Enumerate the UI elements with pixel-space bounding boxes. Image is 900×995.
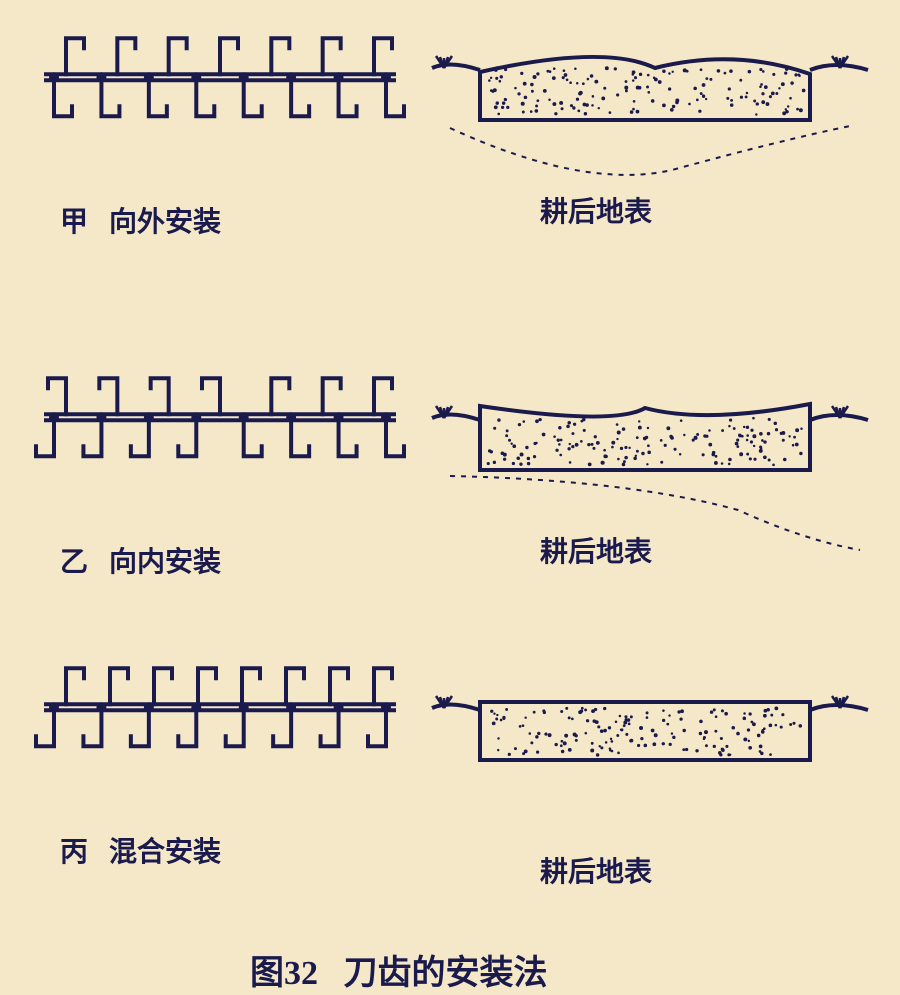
soil-label-yi: 耕后地表: [540, 530, 652, 570]
figure-number: 图32: [250, 955, 318, 992]
label-text: 向外安装: [109, 207, 221, 238]
blade-assembly-jia: [30, 10, 410, 170]
soil-label-jia: 耕后地表: [540, 190, 652, 230]
soil-profile-bing: [430, 660, 870, 860]
blade-label-yi: 乙 向内安装: [60, 540, 221, 580]
label-text: 向内安装: [109, 547, 221, 578]
soil-label-bing: 耕后地表: [540, 850, 652, 890]
blade-assembly-yi: [30, 350, 410, 510]
figure-caption: 图32 刀齿的安装法: [250, 945, 548, 994]
blade-assembly-bing: [30, 640, 410, 800]
label-prefix: 乙: [60, 547, 88, 578]
blade-label-bing: 丙 混合安装: [60, 830, 221, 870]
label-text: 混合安装: [109, 837, 221, 868]
label-prefix: 丙: [60, 837, 88, 868]
blade-label-jia: 甲 向外安装: [60, 200, 221, 240]
label-prefix: 甲: [60, 207, 88, 238]
figure-title: 刀齿的安装法: [344, 955, 548, 992]
